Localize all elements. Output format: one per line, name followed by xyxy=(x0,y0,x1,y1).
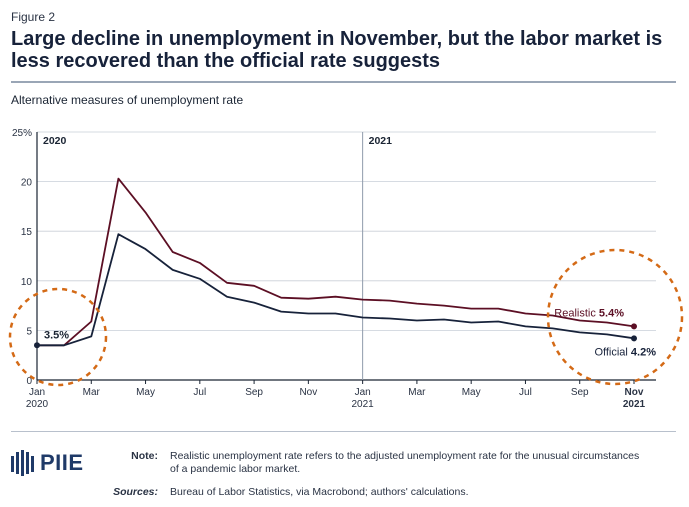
chart-subtitle: Alternative measures of unemployment rat… xyxy=(11,93,244,107)
highlight-circle-start xyxy=(8,287,108,387)
x-tick-label: Sep xyxy=(245,387,263,398)
note-text: Realistic unemployment rate refers to th… xyxy=(170,450,640,475)
y-tick-label: 0 xyxy=(26,376,32,387)
y-tick-label: 15 xyxy=(21,227,33,238)
realistic-value: 5.4% xyxy=(599,307,624,319)
sources-text: Bureau of Labor Statistics, via Macrobon… xyxy=(170,486,469,498)
sources-label: Sources: xyxy=(113,486,158,498)
x-tick-sublabel: 2021 xyxy=(623,399,646,410)
x-tick-label: Nov xyxy=(625,387,644,398)
y-tick-label: 25% xyxy=(12,128,32,139)
x-tick-label: May xyxy=(462,387,481,398)
x-tick-sublabel: 2020 xyxy=(26,399,49,410)
end-point-realistic xyxy=(631,323,637,330)
x-tick-label: Jul xyxy=(519,387,532,398)
x-tick-label: Mar xyxy=(408,387,426,398)
series-line-official xyxy=(37,233,635,347)
realistic-series-label: Realistic 5.4% xyxy=(554,307,624,319)
footer-divider xyxy=(11,431,676,432)
year-marker-label: 2020 xyxy=(43,135,67,147)
start-value-label: 3.5% xyxy=(44,329,69,341)
x-tick-sublabel: 2021 xyxy=(352,399,375,410)
title-divider xyxy=(11,81,676,83)
y-tick-label: 5 xyxy=(26,326,32,337)
piie-logo: PIIE xyxy=(11,450,84,476)
year-marker-label: 2021 xyxy=(369,135,393,147)
official-series-label: Official 4.2% xyxy=(594,346,656,358)
note-label: Note: xyxy=(131,450,158,462)
official-value: 4.2% xyxy=(631,346,656,358)
x-tick-label: May xyxy=(136,387,155,398)
start-point xyxy=(34,342,40,349)
y-tick-label: 20 xyxy=(21,178,33,189)
highlight-circle-end xyxy=(546,248,684,386)
x-tick-label: Sep xyxy=(571,387,589,398)
series-line-realistic xyxy=(37,177,635,347)
x-tick-label: Jan xyxy=(29,387,45,398)
x-tick-label: Nov xyxy=(299,387,317,398)
piie-logo-icon xyxy=(11,450,34,476)
end-point-official xyxy=(631,335,637,342)
x-tick-label: Mar xyxy=(83,387,101,398)
x-tick-label: Jan xyxy=(355,387,371,398)
realistic-name: Realistic xyxy=(554,307,599,319)
logo-text: PIIE xyxy=(40,450,84,475)
y-tick-label: 10 xyxy=(21,277,33,288)
figure-label: Figure 2 xyxy=(11,10,56,24)
chart-title: Large decline in unemployment in Novembe… xyxy=(11,28,663,72)
official-name: Official xyxy=(594,346,630,358)
x-tick-label: Jul xyxy=(193,387,206,398)
